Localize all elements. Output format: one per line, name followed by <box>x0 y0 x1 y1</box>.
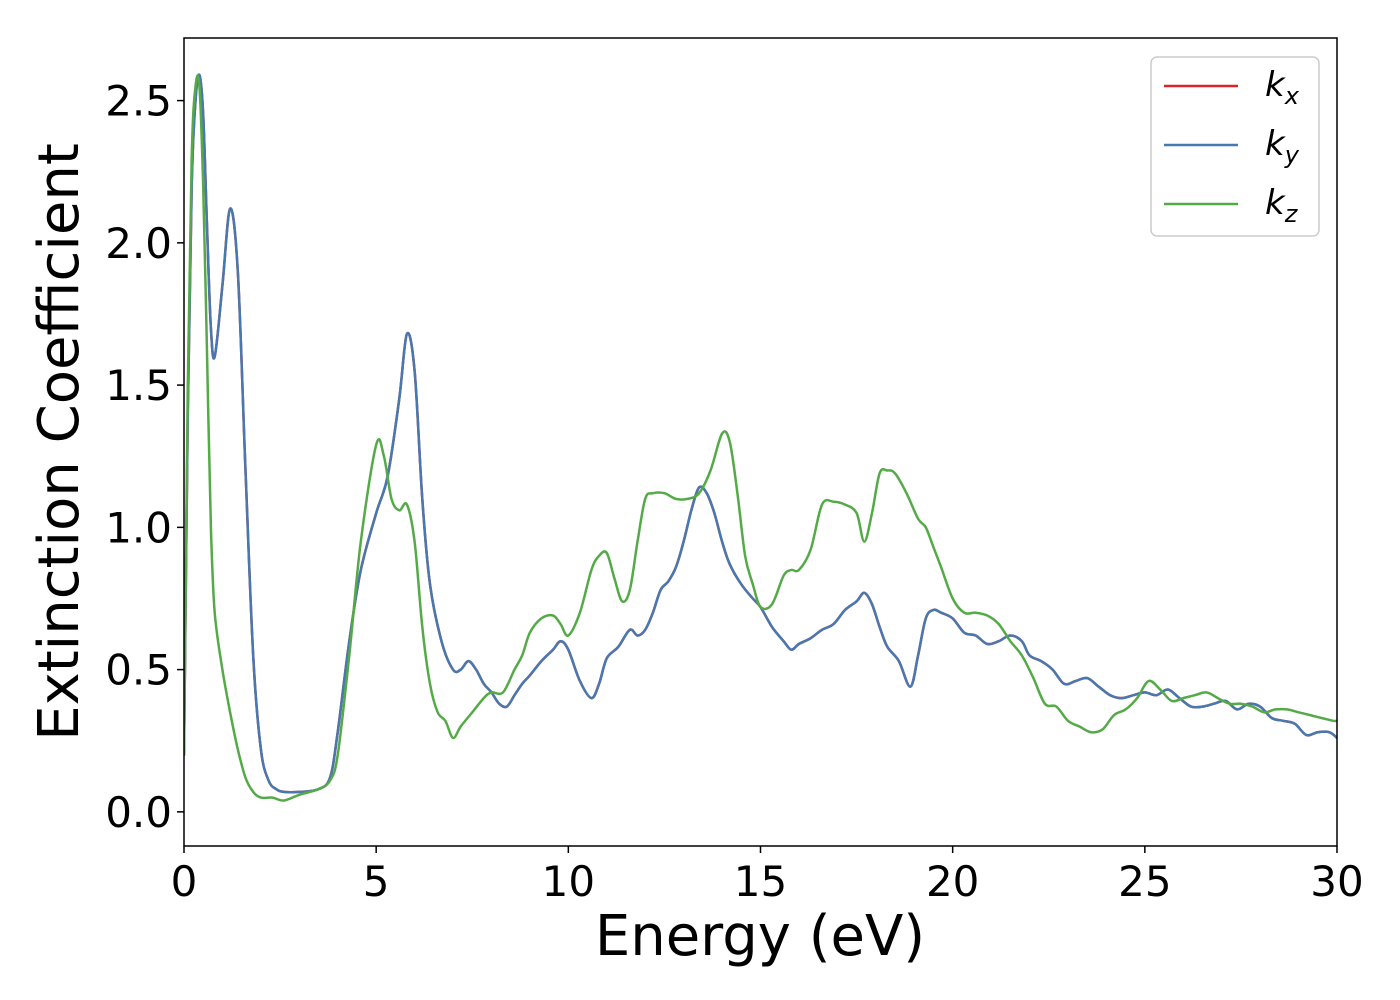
y-tick-label: 0.5 <box>105 646 172 695</box>
series-line-kz <box>184 74 1337 802</box>
x-axis: 0 5 10 15 20 25 30 <box>171 846 1364 906</box>
x-tick-label: 10 <box>542 857 595 906</box>
x-tick-label: 20 <box>926 857 979 906</box>
y-axis-title: Extinction Coefficient <box>27 143 92 741</box>
x-tick-label: 25 <box>1118 857 1171 906</box>
series-line-ky <box>184 73 1337 794</box>
x-tick-label: 0 <box>171 857 198 906</box>
series-layer <box>184 73 1337 802</box>
x-tick-label: 15 <box>734 857 787 906</box>
y-tick-label: 2.0 <box>105 219 172 268</box>
legend-label-kx: kx <box>1265 65 1300 110</box>
x-tick-label: 5 <box>363 857 390 906</box>
legend-label-ky: ky <box>1265 124 1300 169</box>
y-tick-label: 1.5 <box>105 361 172 410</box>
legend-label-kz: kz <box>1265 183 1299 228</box>
y-tick-label: 1.0 <box>105 503 172 552</box>
y-tick-label: 0.0 <box>105 788 172 837</box>
legend-frame <box>1150 56 1320 237</box>
y-axis: 0.0 0.5 1.0 1.5 2.0 2.5 <box>105 77 184 837</box>
x-axis-title: Energy (eV) <box>595 904 925 969</box>
y-tick-label: 2.5 <box>105 77 172 126</box>
x-tick-label: 30 <box>1310 857 1363 906</box>
legend: kx ky kz <box>1150 56 1320 237</box>
